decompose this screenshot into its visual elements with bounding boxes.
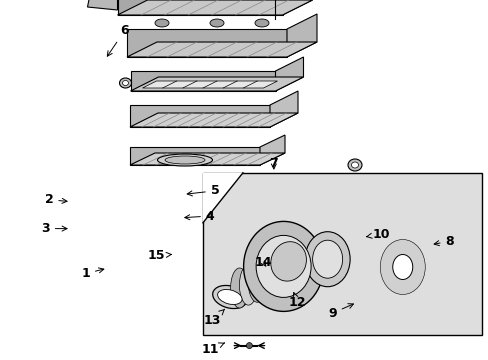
- Bar: [203, 173, 481, 335]
- Polygon shape: [127, 29, 286, 57]
- Ellipse shape: [283, 251, 301, 291]
- Ellipse shape: [312, 240, 342, 278]
- Ellipse shape: [155, 19, 169, 27]
- Polygon shape: [130, 147, 260, 165]
- Polygon shape: [282, 0, 312, 15]
- Text: 13: 13: [203, 309, 224, 327]
- Ellipse shape: [212, 285, 246, 309]
- Ellipse shape: [385, 244, 423, 291]
- Ellipse shape: [157, 154, 212, 166]
- Polygon shape: [275, 57, 303, 91]
- Polygon shape: [260, 135, 285, 165]
- Ellipse shape: [246, 343, 252, 348]
- Polygon shape: [130, 77, 303, 91]
- Text: 14: 14: [254, 256, 271, 269]
- Ellipse shape: [265, 256, 283, 297]
- Ellipse shape: [217, 289, 242, 305]
- Ellipse shape: [122, 81, 128, 86]
- Polygon shape: [130, 153, 285, 165]
- Polygon shape: [130, 71, 275, 91]
- Text: 15: 15: [147, 249, 171, 262]
- Ellipse shape: [387, 247, 422, 289]
- Ellipse shape: [274, 253, 292, 294]
- Ellipse shape: [248, 262, 265, 302]
- Ellipse shape: [392, 252, 420, 285]
- Polygon shape: [130, 113, 297, 127]
- Text: 8: 8: [433, 235, 453, 248]
- Ellipse shape: [347, 159, 361, 171]
- Polygon shape: [130, 105, 269, 127]
- Text: 5: 5: [187, 184, 219, 197]
- Ellipse shape: [292, 248, 309, 288]
- Ellipse shape: [389, 250, 421, 287]
- Ellipse shape: [239, 265, 257, 305]
- Polygon shape: [117, 0, 282, 15]
- Text: 1: 1: [81, 267, 103, 280]
- Ellipse shape: [351, 162, 358, 168]
- Ellipse shape: [395, 255, 419, 283]
- Polygon shape: [286, 14, 316, 57]
- Ellipse shape: [254, 19, 268, 27]
- Ellipse shape: [380, 239, 425, 294]
- Text: 10: 10: [366, 228, 389, 240]
- Ellipse shape: [397, 257, 418, 281]
- Text: 3: 3: [41, 222, 67, 235]
- Polygon shape: [269, 91, 297, 127]
- Text: 4: 4: [184, 210, 214, 222]
- Ellipse shape: [209, 19, 224, 27]
- Text: 11: 11: [201, 343, 224, 356]
- Polygon shape: [203, 173, 243, 223]
- Ellipse shape: [257, 259, 274, 300]
- Ellipse shape: [119, 78, 131, 88]
- Ellipse shape: [403, 262, 416, 277]
- Ellipse shape: [164, 156, 204, 164]
- Polygon shape: [87, 0, 117, 10]
- Ellipse shape: [305, 232, 349, 287]
- Ellipse shape: [270, 242, 306, 281]
- Ellipse shape: [392, 255, 412, 279]
- Ellipse shape: [230, 268, 248, 308]
- Text: 7: 7: [269, 157, 278, 170]
- Polygon shape: [127, 42, 316, 57]
- Text: 6: 6: [107, 24, 129, 56]
- Polygon shape: [117, 0, 312, 15]
- Ellipse shape: [382, 242, 424, 293]
- Ellipse shape: [400, 260, 417, 279]
- Ellipse shape: [256, 235, 310, 297]
- Text: 9: 9: [327, 304, 353, 320]
- Text: 12: 12: [288, 293, 305, 309]
- Text: 2: 2: [44, 193, 67, 206]
- Ellipse shape: [243, 221, 323, 311]
- Polygon shape: [142, 81, 277, 88]
